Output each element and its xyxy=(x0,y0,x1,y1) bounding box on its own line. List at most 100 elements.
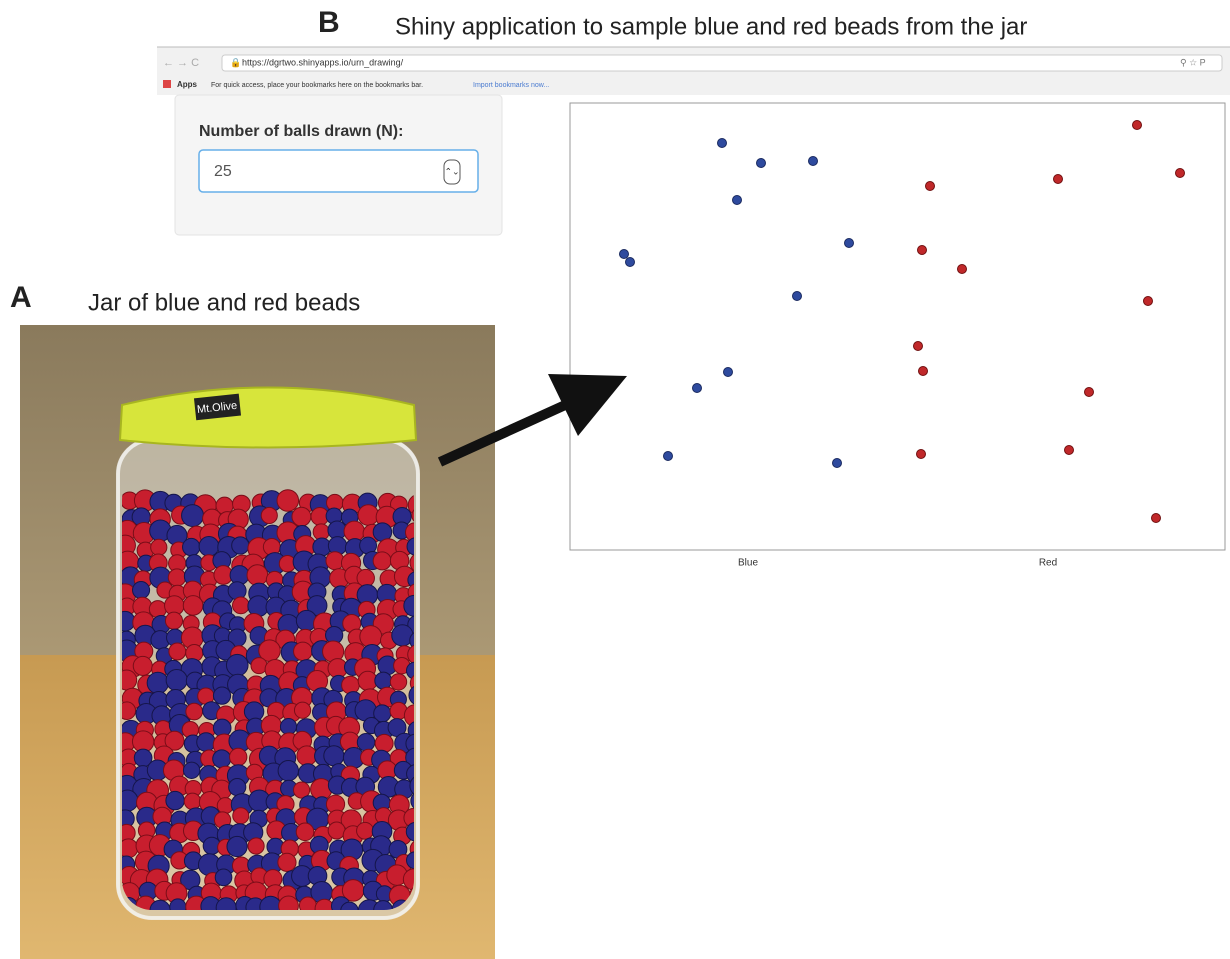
bead xyxy=(122,701,137,721)
bead xyxy=(405,747,414,768)
plot-area xyxy=(569,102,1226,551)
red-point xyxy=(1132,120,1142,130)
input-label: Number of balls drawn (N): xyxy=(199,123,403,140)
bead xyxy=(372,551,392,571)
bead xyxy=(212,686,232,705)
blue-point xyxy=(832,458,842,468)
bead xyxy=(405,733,414,754)
bead xyxy=(293,781,311,799)
bead xyxy=(132,581,151,600)
bead xyxy=(406,851,414,870)
bead xyxy=(293,641,313,662)
bead xyxy=(164,611,184,630)
blue-point xyxy=(723,367,733,377)
bead xyxy=(295,822,315,842)
bead xyxy=(149,899,171,910)
x-tick-label: Red xyxy=(1039,558,1057,569)
red-point xyxy=(1175,168,1185,178)
bead xyxy=(389,673,408,691)
arrow xyxy=(548,374,627,436)
bead xyxy=(225,653,249,677)
bead xyxy=(231,536,250,555)
blue-point xyxy=(756,158,766,168)
points xyxy=(619,120,1185,523)
bead xyxy=(407,644,414,666)
bead xyxy=(296,745,318,767)
jar-photo: Mt.Olive xyxy=(20,325,495,959)
bead xyxy=(276,489,300,512)
spinner[interactable] xyxy=(443,159,461,185)
bead xyxy=(146,671,170,695)
bead xyxy=(182,761,201,779)
blue-point xyxy=(692,383,702,393)
bead xyxy=(341,675,360,695)
spinner-arrows[interactable]: ⌃⌄ xyxy=(444,166,459,176)
nav-buttons[interactable]: ← → C xyxy=(163,57,199,69)
bead xyxy=(407,615,414,635)
bead xyxy=(247,595,270,618)
import-link[interactable]: Import bookmarks now... xyxy=(473,82,549,89)
apps-icon[interactable] xyxy=(163,80,171,88)
bead xyxy=(168,642,187,661)
panel-letter: B xyxy=(318,6,340,39)
bead xyxy=(148,600,167,619)
red-point xyxy=(917,245,927,255)
bead xyxy=(403,704,414,727)
blue-point xyxy=(619,249,629,259)
apps-link[interactable]: Apps xyxy=(177,80,198,89)
bead xyxy=(409,839,414,860)
bead xyxy=(409,552,414,573)
bead xyxy=(277,760,299,782)
bead xyxy=(246,564,269,586)
bead xyxy=(229,747,248,767)
bead xyxy=(356,821,374,840)
x-tick-label: Blue xyxy=(738,558,758,569)
bead xyxy=(373,900,394,910)
blue-point xyxy=(792,291,802,301)
lock-icon: 🔒 xyxy=(230,57,241,67)
bead xyxy=(185,702,204,721)
bead xyxy=(165,790,185,811)
bead xyxy=(411,506,414,525)
bead xyxy=(405,661,414,680)
panel-caption: Jar of blue and red beads xyxy=(88,289,360,316)
browser-icons[interactable]: ⚲ ☆ P xyxy=(1180,57,1206,67)
bead xyxy=(214,868,233,887)
input-value[interactable]: 25 xyxy=(214,163,232,180)
blue-point xyxy=(732,195,742,205)
bead xyxy=(212,749,232,769)
bead xyxy=(165,669,188,692)
red-point xyxy=(916,449,926,459)
red-point xyxy=(1053,174,1063,184)
bookmarks-hint: For quick access, place your bookmarks h… xyxy=(211,82,423,89)
bead xyxy=(409,774,414,797)
bead xyxy=(231,596,250,615)
bead xyxy=(406,764,414,784)
blue-point xyxy=(625,257,635,267)
red-point xyxy=(1143,296,1153,306)
bead xyxy=(182,595,204,616)
panel-caption: Shiny application to sample blue and red… xyxy=(395,13,1027,40)
bead xyxy=(407,571,414,589)
red-point xyxy=(913,341,923,351)
bead xyxy=(409,673,414,694)
bead xyxy=(181,504,205,528)
bead xyxy=(278,895,299,910)
bead xyxy=(250,657,268,675)
bead xyxy=(408,684,414,706)
url: https://dgrtwo.shinyapps.io/urn_drawing/ xyxy=(242,57,404,67)
number-input[interactable] xyxy=(198,149,479,193)
bead xyxy=(226,835,248,858)
bead xyxy=(410,791,414,811)
bead xyxy=(340,901,359,910)
bead xyxy=(228,777,247,797)
bead xyxy=(150,538,168,556)
bead xyxy=(247,837,265,855)
blue-point xyxy=(663,451,673,461)
blue-point xyxy=(808,156,818,166)
red-point xyxy=(957,264,967,274)
bead xyxy=(182,537,201,557)
address-bar[interactable] xyxy=(221,54,1223,72)
bead xyxy=(293,701,312,719)
